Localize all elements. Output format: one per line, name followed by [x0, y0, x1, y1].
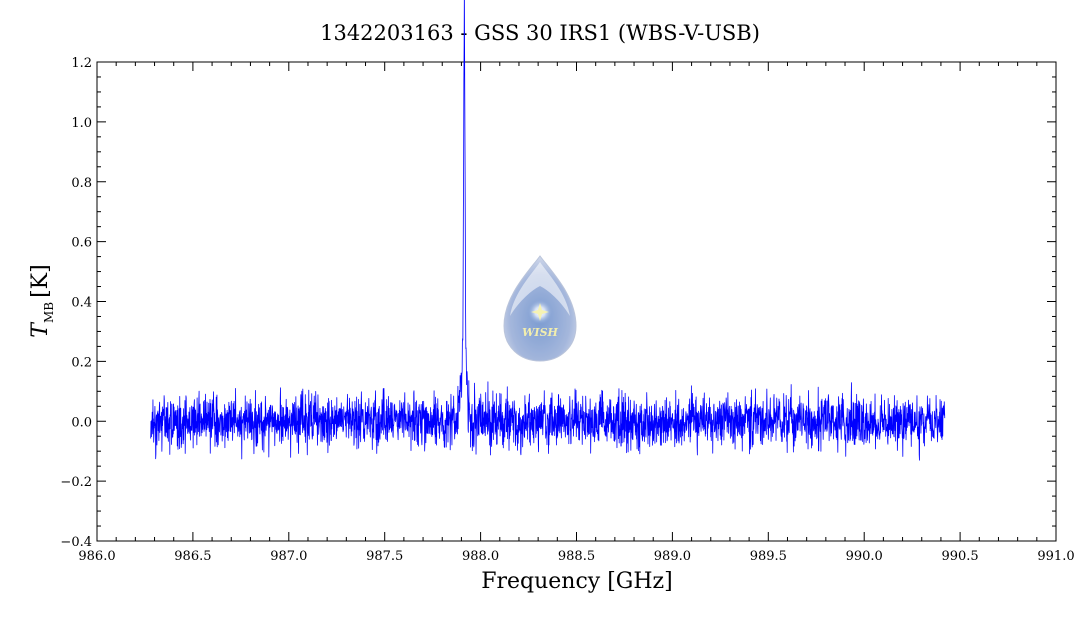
y-tick-label: 0.8 — [71, 176, 92, 191]
axis-ticks — [96, 61, 1057, 542]
x-tick-label: 989.5 — [750, 549, 787, 564]
y-tick-label: −0.2 — [60, 475, 92, 490]
y-tick-label: 0.2 — [71, 355, 92, 370]
x-tick-label: 988.5 — [558, 549, 595, 564]
star-icon — [531, 303, 549, 321]
x-axis-label: Frequency [GHz] — [481, 569, 673, 594]
y-tick-labels: −0.4 −0.2 0.0 0.2 0.4 0.6 0.8 1.0 1.2 — [60, 56, 92, 550]
spectrum-series — [150, 0, 946, 461]
chart-title: 1342203163 - GSS 30 IRS1 (WBS-V-USB) — [320, 21, 760, 45]
y-tick-label: 1.2 — [71, 56, 92, 71]
x-tick-label: 987.0 — [270, 549, 307, 564]
x-tick-label: 986.0 — [78, 549, 115, 564]
y-tick-label: 0.4 — [71, 296, 92, 311]
y-axis-label: TMB [K] — [28, 264, 56, 337]
y-axis-label-subscript: MB — [42, 302, 56, 323]
wish-logo-text: WISH — [522, 326, 558, 339]
x-tick-label: 990.0 — [846, 549, 883, 564]
x-tick-label: 990.5 — [941, 549, 978, 564]
x-tick-label: 991.0 — [1037, 549, 1074, 564]
svg-text:TMB[K]: TMB [K] — [28, 264, 56, 337]
y-tick-label: 0.6 — [71, 236, 92, 251]
y-tick-label: 1.0 — [71, 116, 92, 131]
y-axis-label-unit: [K] — [28, 264, 53, 298]
x-tick-label: 989.0 — [654, 549, 691, 564]
x-tick-label: 988.0 — [462, 549, 499, 564]
y-tick-label: −0.4 — [60, 535, 92, 550]
spectrum-line — [150, 0, 946, 461]
y-axis-label-symbol: T — [28, 321, 53, 338]
x-tick-labels: 986.0 986.5 987.0 987.5 988.0 988.5 989.0 989.5… — [78, 549, 1074, 564]
x-tick-label: 986.5 — [174, 549, 211, 564]
plot-frame — [96, 61, 1057, 542]
y-tick-label: 0.0 — [71, 415, 92, 430]
x-tick-label: 987.5 — [366, 549, 403, 564]
wish-logo-watermark: WISH — [503, 255, 577, 362]
